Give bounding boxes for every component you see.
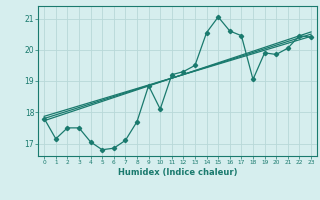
X-axis label: Humidex (Indice chaleur): Humidex (Indice chaleur) <box>118 168 237 177</box>
